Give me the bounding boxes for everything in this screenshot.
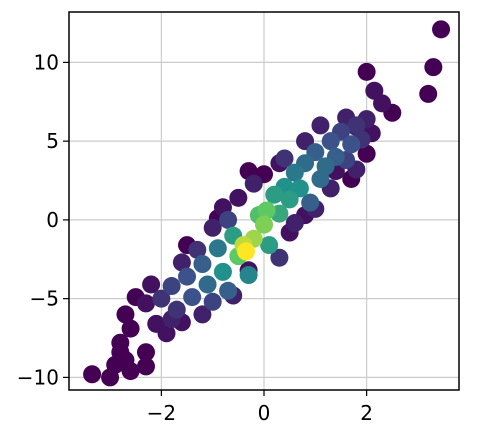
y-tick-label: 0	[46, 208, 59, 232]
scatter-point	[219, 281, 238, 300]
scatter-point	[357, 144, 376, 163]
scatter-point	[142, 275, 161, 294]
scatter-point	[178, 267, 197, 286]
scatter-point	[280, 190, 299, 209]
scatter-point	[237, 242, 256, 261]
y-tick-label: 5	[46, 129, 59, 153]
scatter-point	[121, 362, 140, 381]
scatter-point	[83, 365, 102, 384]
scatter-point	[419, 84, 438, 103]
scatter-points	[83, 20, 451, 387]
scatter-point	[239, 266, 258, 285]
scatter-point	[257, 201, 276, 220]
scatter-point	[270, 248, 289, 267]
x-tick-label: 0	[258, 401, 271, 425]
scatter-point	[183, 288, 202, 307]
y-tick-label: −5	[30, 287, 59, 311]
scatter-point	[198, 275, 217, 294]
scatter-point	[275, 149, 294, 168]
scatter-point	[347, 116, 366, 135]
scatter-point	[136, 343, 155, 362]
scatter-point	[311, 116, 330, 135]
scatter-point	[321, 132, 340, 151]
scatter-point	[424, 58, 443, 77]
scatter-point	[193, 305, 212, 324]
x-tick-label: 2	[360, 401, 373, 425]
y-tick-label: 10	[34, 50, 59, 74]
scatter-point	[101, 368, 120, 387]
scatter-point	[193, 255, 212, 273]
x-axis: −2 0 2	[147, 390, 373, 425]
scatter-point	[136, 357, 155, 376]
scatter-point	[260, 236, 279, 255]
scatter-point	[172, 253, 191, 272]
scatter-point	[285, 214, 304, 233]
scatter-point	[219, 210, 238, 229]
scatter-point	[301, 193, 320, 212]
scatter-point	[188, 240, 207, 259]
scatter-point	[203, 292, 222, 311]
scatter-point	[265, 185, 284, 204]
scatter-point	[342, 135, 361, 154]
scatter-point	[121, 319, 140, 338]
scatter-point	[255, 215, 273, 234]
scatter-point	[167, 300, 186, 319]
scatter-point	[147, 314, 166, 333]
scatter-point	[432, 20, 451, 39]
scatter-point	[316, 157, 335, 176]
y-axis: −10 −5 0 5 10	[17, 50, 69, 389]
scatter-point	[116, 305, 135, 324]
scatter-point	[357, 62, 376, 81]
scatter-point	[152, 289, 171, 308]
scatter-point	[244, 174, 263, 193]
scatter-point	[136, 294, 155, 313]
scatter-point	[229, 188, 248, 207]
scatter-point	[285, 163, 304, 182]
x-tick-label: −2	[147, 401, 176, 425]
scatter-point	[373, 94, 392, 113]
scatter-point	[162, 277, 181, 296]
scatter-point	[203, 218, 222, 237]
y-tick-label: −10	[17, 365, 59, 389]
scatter-point	[208, 239, 227, 258]
scatter-point	[213, 262, 232, 281]
